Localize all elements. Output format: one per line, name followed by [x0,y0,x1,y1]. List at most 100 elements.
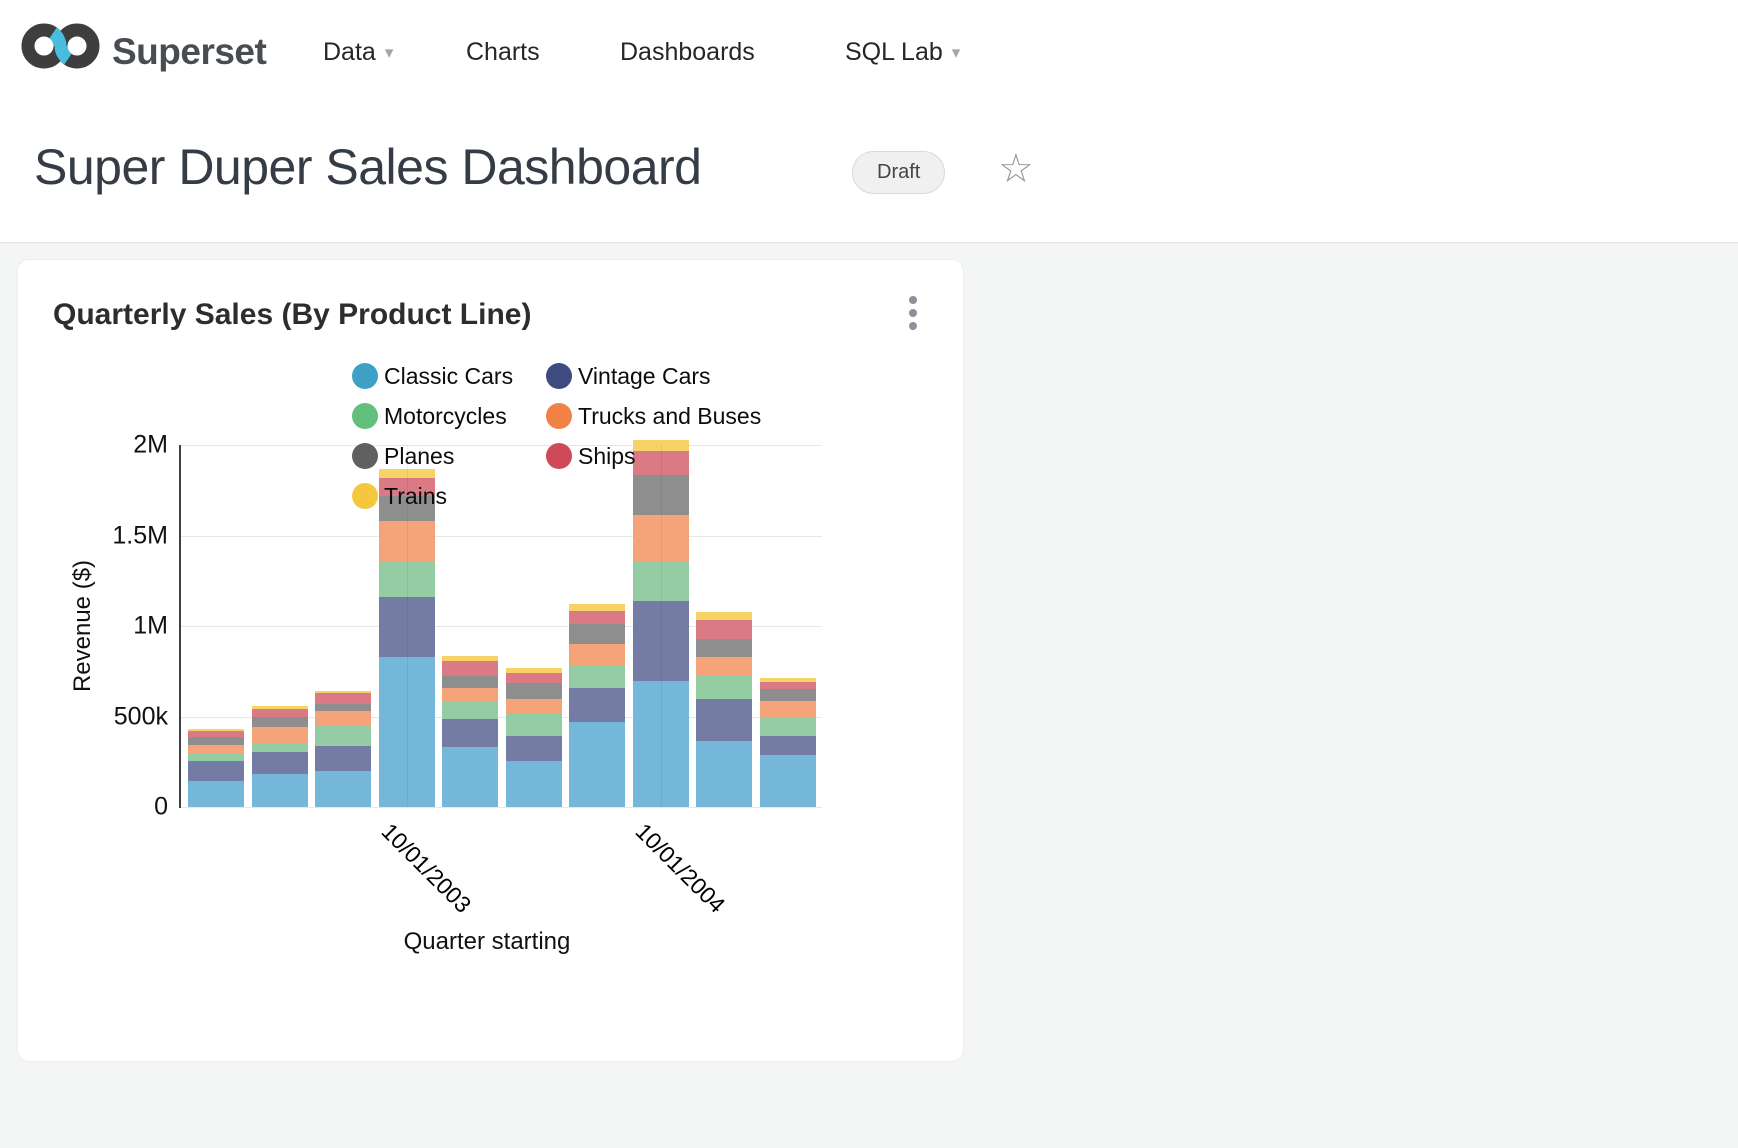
bar-segment-planes[interactable] [378,496,435,522]
bar-segment-ships[interactable] [696,620,752,639]
bar-segment-ships[interactable] [505,673,562,683]
bar-segment-trains[interactable] [632,439,689,452]
status-badge: Draft [852,151,946,194]
bar-segment-vintage-cars[interactable] [378,596,435,657]
bar-segment-vintage-cars[interactable] [315,745,371,771]
bar-segment-classic-cars[interactable] [188,780,244,807]
y-tick-label: 500k [113,702,168,730]
chart-card: Quarterly Sales (By Product Line) Revenu… [17,259,964,1062]
bar-segment-trains[interactable] [569,603,625,611]
bar-segment-vintage-cars[interactable] [505,735,562,762]
bar-segment-planes[interactable] [442,676,498,688]
bar-segment-ships[interactable] [378,477,435,497]
legend-item-ships[interactable]: Ships [546,436,761,476]
bar-segment-planes[interactable] [315,703,371,711]
bar-segment-classic-cars[interactable] [569,722,625,807]
legend-color-dot [546,363,572,389]
kebab-menu-icon[interactable] [904,296,922,336]
bar-segment-trains[interactable] [251,705,308,709]
bar-segment-vintage-cars[interactable] [759,735,816,756]
bar-segment-classic-cars[interactable] [378,656,435,807]
bar-segment-planes[interactable] [251,717,308,728]
bar-segment-motorcycles[interactable] [442,702,498,719]
bar-segment-trucks-and-buses[interactable] [315,710,371,726]
bar-segment-motorcycles[interactable] [759,717,816,736]
bar-segment-vintage-cars[interactable] [569,687,625,723]
legend-item-trucks-and-buses[interactable]: Trucks and Buses [546,396,761,436]
bar-segment-planes[interactable] [632,474,689,516]
legend-item-motorcycles[interactable]: Motorcycles [352,396,546,436]
bar-segment-vintage-cars[interactable] [632,600,689,682]
y-tick-label: 1.5M [112,521,168,549]
nav-item-data[interactable]: Data ▾ [323,38,394,66]
bar-segment-trucks-and-buses[interactable] [759,700,816,718]
bar-segment-vintage-cars[interactable] [188,760,244,781]
bar-segment-vintage-cars[interactable] [442,718,498,748]
bar-segment-trains[interactable] [378,469,435,478]
y-axis-line [179,445,181,808]
bar-segment-trucks-and-buses[interactable] [696,657,752,676]
bar-segment-trains[interactable] [696,611,752,621]
bar-segment-motorcycles[interactable] [569,666,625,688]
bar-segment-classic-cars[interactable] [251,774,308,807]
bar-segment-motorcycles[interactable] [251,744,308,753]
bar-segment-ships[interactable] [759,681,816,689]
bar-segment-ships[interactable] [632,451,689,475]
bar-segment-motorcycles[interactable] [378,561,435,597]
bar-segment-motorcycles[interactable] [505,712,562,736]
nav-item-charts[interactable]: Charts [466,38,540,66]
bar-segment-planes[interactable] [569,624,625,645]
bar-segment-planes[interactable] [696,638,752,658]
bar-segment-trains[interactable] [188,728,244,732]
bar-segment-motorcycles[interactable] [188,753,244,761]
plot-bars [18,439,965,807]
bar-segment-vintage-cars[interactable] [696,698,752,742]
bar-segment-trucks-and-buses[interactable] [569,644,625,667]
bar-segment-trucks-and-buses[interactable] [378,521,435,562]
bar-segment-classic-cars[interactable] [632,681,689,807]
legend-item-classic-cars[interactable]: Classic Cars [352,356,546,396]
bar-segment-classic-cars[interactable] [315,770,371,807]
legend-color-dot [352,403,378,429]
bar-segment-motorcycles[interactable] [632,561,689,601]
bar-segment-planes[interactable] [759,688,816,701]
bar-segment-trains[interactable] [505,668,562,674]
bar-segment-vintage-cars[interactable] [251,752,308,775]
bar-segment-trucks-and-buses[interactable] [188,744,244,754]
bar-segment-classic-cars[interactable] [442,747,498,807]
chart-title: Quarterly Sales (By Product Line) [53,298,532,331]
x-tick-label: 10/01/2004 [630,818,730,918]
bar-segment-classic-cars[interactable] [759,755,816,807]
bar-segment-motorcycles[interactable] [696,675,752,699]
bar-segment-trains[interactable] [315,690,371,694]
legend-item-planes[interactable]: Planes [352,436,546,476]
legend-color-dot [546,443,572,469]
bar-segment-trucks-and-buses[interactable] [442,687,498,703]
nav-item-dashboards[interactable]: Dashboards [620,38,755,66]
bar-segment-classic-cars[interactable] [505,761,562,807]
legend-item-vintage-cars[interactable]: Vintage Cars [546,356,761,396]
favorite-star-icon[interactable]: ☆ [998,147,1034,191]
brand-name[interactable]: Superset [112,31,267,72]
bar-segment-trains[interactable] [759,678,816,682]
bar-segment-ships[interactable] [315,693,371,704]
bar-segment-planes[interactable] [188,736,244,745]
nav-item-sql-lab[interactable]: SQL Lab ▾ [845,38,961,66]
bar-segment-ships[interactable] [251,708,308,718]
bar-segment-motorcycles[interactable] [315,725,371,746]
bar-segment-classic-cars[interactable] [696,741,752,807]
bar-2005-q1 [696,611,752,807]
bar-segment-ships[interactable] [188,731,244,737]
bar-segment-trucks-and-buses[interactable] [632,515,689,562]
legend-label: Trucks and Buses [578,402,762,429]
bar-segment-trucks-and-buses[interactable] [251,727,308,745]
bar-segment-trucks-and-buses[interactable] [505,699,562,713]
bar-segment-planes[interactable] [505,682,562,700]
bar-segment-ships[interactable] [442,660,498,676]
bar-2003-q1 [188,728,244,807]
legend-item-trains[interactable]: Trains [352,476,546,516]
bar-segment-trains[interactable] [442,655,498,661]
bar-segment-ships[interactable] [569,610,625,625]
superset-logo-icon[interactable] [20,16,104,76]
x-axis-title: Quarter starting [403,928,571,955]
